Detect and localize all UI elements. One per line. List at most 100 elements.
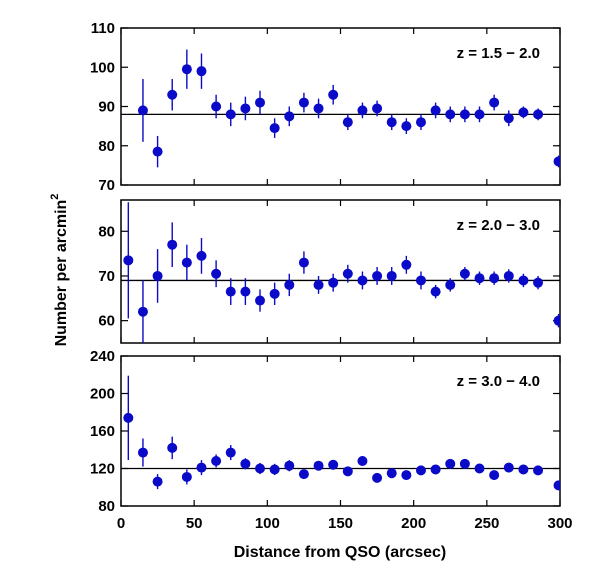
panel-1: 70 80 90 100 110 z = 1.5 − 2.0: [90, 20, 561, 194]
data-point: [240, 286, 251, 297]
data-point: [167, 442, 178, 453]
data-point: [386, 468, 397, 479]
data-point: [372, 270, 383, 281]
data-point: [415, 275, 426, 286]
x-tick-label: 200: [401, 515, 426, 532]
data-point: [167, 239, 178, 250]
x-tick-label: 150: [328, 515, 353, 532]
data-point: [225, 109, 236, 120]
data-point: [459, 458, 470, 469]
data-point: [474, 109, 485, 120]
data-point: [328, 459, 339, 470]
data-point: [459, 268, 470, 279]
data-point: [459, 109, 470, 120]
data-point: [401, 259, 412, 270]
data-point: [553, 315, 560, 326]
panel-label: z = 1.5 − 2.0: [457, 45, 540, 62]
data-point: [503, 113, 514, 124]
data-point: [269, 288, 280, 299]
data-point: [123, 412, 134, 423]
data-point: [533, 465, 544, 476]
data-point: [401, 121, 412, 132]
data-point: [357, 275, 368, 286]
x-tick-label: 50: [186, 515, 203, 532]
y-tick-label: 80: [98, 498, 115, 515]
y-tick-label: 110: [91, 20, 115, 37]
svg-text:Number per arcmin2: Number per arcmin2: [49, 194, 70, 347]
x-axis: 0 50 100 150 200 250 300: [117, 515, 573, 532]
data-points: [137, 49, 560, 168]
data-point: [489, 273, 500, 284]
data-point: [445, 279, 456, 290]
data-point: [196, 250, 207, 261]
data-point: [553, 156, 560, 167]
y-tick-label: 80: [98, 138, 115, 155]
data-point: [284, 279, 295, 290]
data-point: [269, 123, 280, 134]
y-tick-label: 200: [90, 386, 115, 403]
data-point: [225, 286, 236, 297]
data-point: [415, 117, 426, 128]
data-point: [240, 103, 251, 114]
data-point: [415, 465, 426, 476]
data-point: [357, 105, 368, 116]
panel-3: 80 120 160 200 240 z = 3.0 − 4.0: [90, 348, 561, 515]
data-point: [152, 270, 163, 281]
data-point: [123, 255, 134, 266]
data-points: [123, 202, 560, 343]
x-tick-label: 300: [547, 515, 572, 532]
data-point: [533, 277, 544, 288]
data-point: [152, 476, 163, 487]
data-point: [269, 464, 280, 475]
data-point: [211, 101, 222, 112]
panel-2: 60 70 80 z = 2.0 − 3.0: [98, 199, 561, 344]
y-tick-label: 160: [90, 423, 115, 440]
data-point: [372, 472, 383, 483]
data-point: [137, 306, 148, 317]
data-point: [181, 64, 192, 75]
y-axis-title-text: Number per arcmin: [53, 200, 70, 347]
data-point: [503, 270, 514, 281]
panel-label: z = 2.0 − 3.0: [457, 217, 540, 234]
y-tick-label: 60: [98, 313, 115, 330]
data-point: [430, 464, 441, 475]
data-point: [328, 277, 339, 288]
data-point: [255, 97, 266, 108]
data-point: [284, 111, 295, 122]
y-tick-label: 70: [98, 268, 115, 285]
y-tick-label: 120: [90, 461, 115, 478]
data-point: [474, 273, 485, 284]
data-point: [181, 471, 192, 482]
data-point: [137, 105, 148, 116]
data-point: [137, 447, 148, 458]
data-point: [313, 460, 324, 471]
data-point: [533, 109, 544, 120]
data-point: [430, 105, 441, 116]
y-axis-title: Number per arcmin2: [49, 194, 70, 347]
y-tick-label: 80: [98, 223, 115, 240]
chart-panels: 70 80 90 100 110 z = 1.5 − 2.0 60 70 80 z = 2.0 −…: [90, 20, 561, 515]
data-point: [255, 295, 266, 306]
data-point: [372, 103, 383, 114]
data-point: [167, 89, 178, 100]
data-point: [474, 463, 485, 474]
data-point: [445, 109, 456, 120]
data-point: [152, 146, 163, 157]
data-point: [553, 480, 560, 491]
data-point: [211, 268, 222, 279]
data-point: [489, 97, 500, 108]
data-point: [342, 117, 353, 128]
data-point: [518, 464, 529, 475]
panel-label: z = 3.0 − 4.0: [457, 373, 540, 390]
data-point: [196, 462, 207, 473]
data-point: [518, 275, 529, 286]
data-point: [196, 66, 207, 77]
data-point: [211, 456, 222, 466]
data-point: [430, 286, 441, 297]
data-point: [503, 462, 514, 473]
data-point: [445, 458, 456, 469]
x-tick-label: 100: [255, 515, 280, 532]
y-tick-label: 240: [90, 348, 115, 365]
